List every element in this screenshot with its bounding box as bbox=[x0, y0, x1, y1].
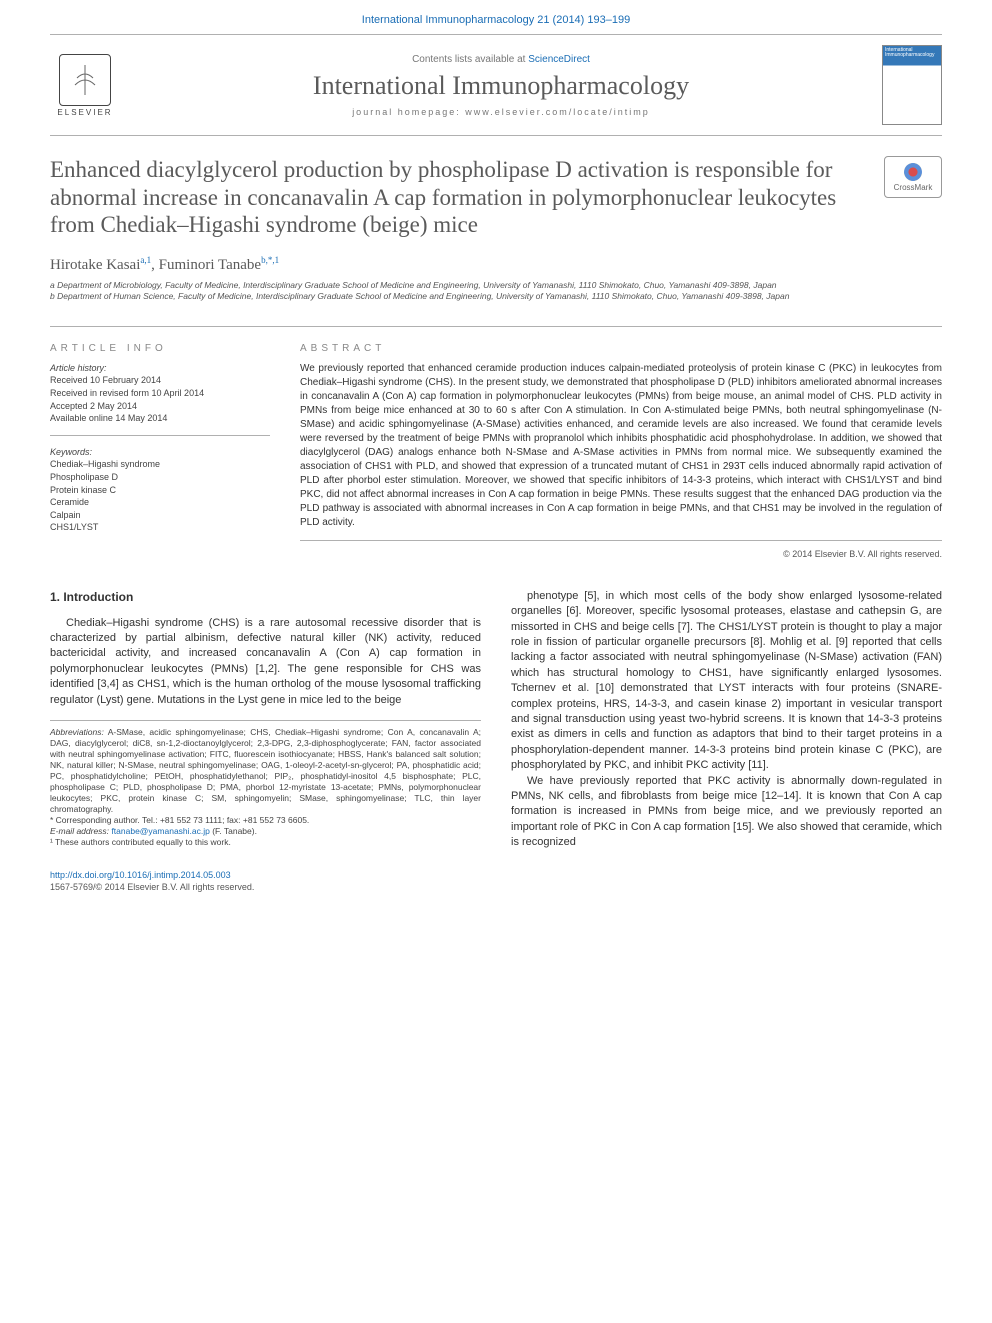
keyword: Calpain bbox=[50, 509, 270, 522]
equal-contribution: ¹ These authors contributed equally to t… bbox=[50, 837, 481, 848]
contents-prefix: Contents lists available at bbox=[412, 54, 528, 65]
intro-para-3: We have previously reported that PKC act… bbox=[511, 774, 942, 851]
masthead-center: Contents lists available at ScienceDirec… bbox=[120, 54, 882, 117]
affiliations: a Department of Microbiology, Faculty of… bbox=[50, 280, 942, 302]
intro-para-2: phenotype [5], in which most cells of th… bbox=[511, 589, 942, 774]
journal-citation-top: International Immunopharmacology 21 (201… bbox=[0, 0, 992, 34]
corresponding-author: * Corresponding author. Tel.: +81 552 73… bbox=[50, 815, 481, 826]
contents-available-line: Contents lists available at ScienceDirec… bbox=[120, 54, 882, 65]
author-email-link[interactable]: ftanabe@yamanashi.ac.jp bbox=[111, 826, 209, 836]
email-label: E-mail address: bbox=[50, 826, 109, 836]
journal-homepage-line: journal homepage: www.elsevier.com/locat… bbox=[120, 107, 882, 117]
footnotes: Abbreviations: A-SMase, acidic sphingomy… bbox=[50, 720, 481, 849]
article-history: Article history: Received 10 February 20… bbox=[50, 362, 270, 436]
keywords-block: Keywords: Chediak–Higashi syndrome Phosp… bbox=[50, 446, 270, 534]
author-2: Fuminori Tanabe bbox=[159, 257, 261, 273]
publisher-logo: ELSEVIER bbox=[50, 45, 120, 125]
body-text: 1. Introduction Chediak–Higashi syndrome… bbox=[50, 589, 942, 894]
crossmark-label: CrossMark bbox=[894, 183, 933, 192]
history-heading: Article history: bbox=[50, 362, 270, 375]
doi-link[interactable]: http://dx.doi.org/10.1016/j.intimp.2014.… bbox=[50, 870, 231, 880]
article-info-label: ARTICLE INFO bbox=[50, 343, 270, 354]
abstract-text: We previously reported that enhanced cer… bbox=[300, 362, 942, 541]
section-heading-intro: 1. Introduction bbox=[50, 589, 481, 606]
keyword: Chediak–Higashi syndrome bbox=[50, 458, 270, 471]
author-list: Hirotake Kasaia,1, Fuminori Tanabeb,*,1 bbox=[50, 255, 942, 274]
email-suffix: (F. Tanabe). bbox=[210, 826, 257, 836]
footer-bar: http://dx.doi.org/10.1016/j.intimp.2014.… bbox=[50, 869, 481, 894]
keyword: Phospholipase D bbox=[50, 471, 270, 484]
keyword: CHS1/LYST bbox=[50, 521, 270, 534]
keyword: Protein kinase C bbox=[50, 484, 270, 497]
crossmark-icon bbox=[904, 163, 922, 181]
article-title: Enhanced diacylglycerol production by ph… bbox=[50, 156, 864, 239]
abstract-column: ABSTRACT We previously reported that enh… bbox=[300, 343, 942, 559]
keywords-heading: Keywords: bbox=[50, 446, 270, 459]
abbr-label: Abbreviations: bbox=[50, 727, 104, 737]
revised-date: Received in revised form 10 April 2014 bbox=[50, 387, 270, 400]
received-date: Received 10 February 2014 bbox=[50, 374, 270, 387]
author-1: Hirotake Kasai bbox=[50, 257, 140, 273]
elsevier-tree-icon bbox=[59, 54, 111, 106]
abstract-label: ABSTRACT bbox=[300, 343, 942, 354]
issn-copyright: 1567-5769/© 2014 Elsevier B.V. All right… bbox=[50, 881, 481, 894]
sciencedirect-link[interactable]: ScienceDirect bbox=[528, 54, 590, 65]
author-1-affil: a,1 bbox=[140, 255, 151, 265]
intro-para-1: Chediak–Higashi syndrome (CHS) is a rare… bbox=[50, 616, 481, 708]
masthead: ELSEVIER Contents lists available at Sci… bbox=[50, 34, 942, 136]
publisher-name: ELSEVIER bbox=[57, 108, 112, 117]
available-online-date: Available online 14 May 2014 bbox=[50, 412, 270, 425]
homepage-url: www.elsevier.com/locate/intimp bbox=[465, 107, 650, 117]
affiliation-a: a Department of Microbiology, Faculty of… bbox=[50, 280, 942, 291]
affiliation-b: b Department of Human Science, Faculty o… bbox=[50, 291, 942, 302]
author-2-affil: b,*,1 bbox=[261, 255, 279, 265]
crossmark-badge[interactable]: CrossMark bbox=[884, 156, 942, 198]
article-info-column: ARTICLE INFO Article history: Received 1… bbox=[50, 343, 270, 559]
journal-title: International Immunopharmacology bbox=[120, 71, 882, 101]
abbr-text: A-SMase, acidic sphingomyelinase; CHS, C… bbox=[50, 727, 481, 814]
keyword: Ceramide bbox=[50, 496, 270, 509]
cover-thumb-title: International Immunopharmacology bbox=[885, 48, 939, 58]
accepted-date: Accepted 2 May 2014 bbox=[50, 400, 270, 413]
abstract-copyright: © 2014 Elsevier B.V. All rights reserved… bbox=[300, 549, 942, 559]
homepage-prefix: journal homepage: bbox=[352, 107, 465, 117]
journal-cover-thumb: International Immunopharmacology bbox=[882, 45, 942, 125]
